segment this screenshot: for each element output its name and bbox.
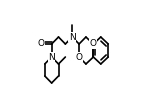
Text: O: O xyxy=(76,53,83,61)
Text: O: O xyxy=(38,39,45,48)
Text: N: N xyxy=(48,53,55,61)
Text: N: N xyxy=(69,32,76,41)
Text: O: O xyxy=(90,39,97,48)
